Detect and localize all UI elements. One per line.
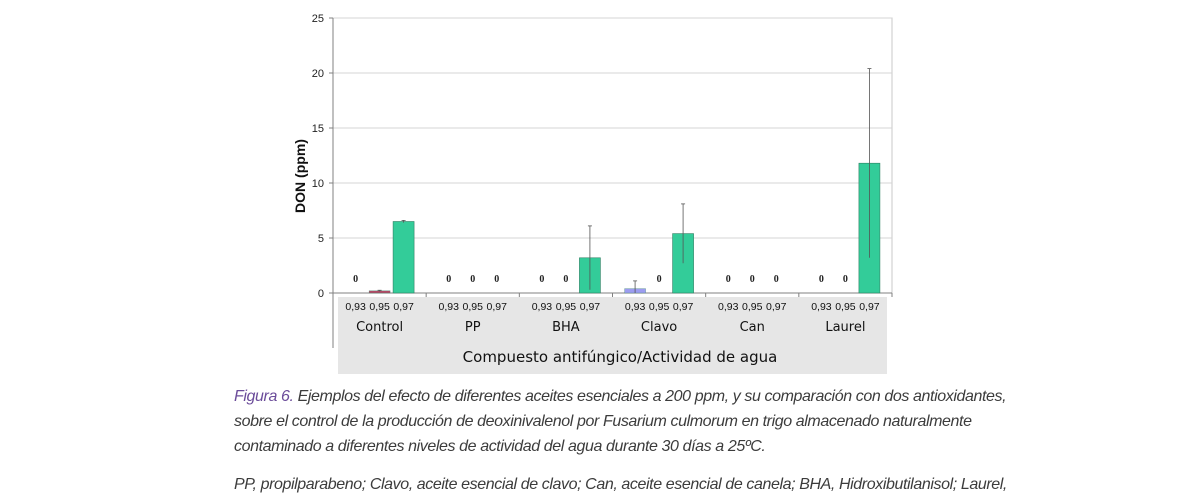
zero-label: 0 <box>843 274 848 285</box>
water-activity-label: 0,95 <box>649 301 670 313</box>
water-activity-label: 0,97 <box>673 301 694 313</box>
water-activity-label: 0,95 <box>742 301 763 313</box>
zero-label: 0 <box>563 274 568 285</box>
water-activity-label: 0,93 <box>625 301 646 313</box>
zero-label: 0 <box>657 274 662 285</box>
zero-label: 0 <box>774 274 779 285</box>
y-tick-label: 15 <box>312 123 324 135</box>
x-axis-label: Compuesto antifúngico/Actividad de agua <box>463 348 778 366</box>
y-tick-label: 20 <box>312 68 324 80</box>
bar <box>392 221 415 294</box>
zero-label: 0 <box>494 274 499 285</box>
water-activity-label: 0,97 <box>487 301 508 313</box>
figure-caption: Figura 6. Ejemplos del efecto de diferen… <box>234 384 1134 459</box>
water-activity-label: 0,97 <box>859 301 880 313</box>
water-activity-label: 0,95 <box>835 301 856 313</box>
zero-label: 0 <box>446 274 451 285</box>
zero-label: 0 <box>819 274 824 285</box>
group-label: Control <box>356 320 403 335</box>
y-tick-label: 5 <box>318 233 324 245</box>
group-label: Can <box>740 320 765 335</box>
zero-label: 0 <box>539 274 544 285</box>
figure-caption-line-3: contaminado a diferentes niveles de acti… <box>234 438 766 455</box>
zero-label: 0 <box>750 274 755 285</box>
y-tick-label: 25 <box>312 13 324 25</box>
group-label: Clavo <box>641 320 677 335</box>
figure-label: Figura 6. <box>234 388 294 405</box>
group-label: Laurel <box>825 320 865 335</box>
water-activity-label: 0,95 <box>463 301 484 313</box>
abbreviations-note: PP, propilparabeno; Clavo, aceite esenci… <box>234 476 1007 493</box>
group-label: PP <box>465 320 481 335</box>
water-activity-label: 0,97 <box>393 301 414 313</box>
y-tick-label: 0 <box>318 288 324 300</box>
zero-label: 0 <box>470 274 475 285</box>
figure-caption-line-1: Ejemplos del efecto de diferentes aceite… <box>293 388 1007 405</box>
water-activity-label: 0,93 <box>532 301 553 313</box>
figure-caption-line-2: sobre el control de la producción de deo… <box>234 413 972 430</box>
water-activity-label: 0,93 <box>718 301 739 313</box>
water-activity-label: 0,95 <box>556 301 577 313</box>
group-label: BHA <box>552 320 580 335</box>
y-axis-label: DON (ppm) <box>292 139 308 213</box>
water-activity-label: 0,93 <box>439 301 460 313</box>
water-activity-label: 0,93 <box>811 301 832 313</box>
y-tick-label: 10 <box>312 178 324 190</box>
water-activity-label: 0,93 <box>345 301 366 313</box>
water-activity-label: 0,95 <box>369 301 390 313</box>
plot-frame <box>332 17 893 294</box>
zero-label: 0 <box>353 274 358 285</box>
don-bar-chart: 0 5 10 15 20 25 DON (ppm) 0 0,93 0,95 0,97 Control 0… <box>292 13 893 374</box>
water-activity-label: 0,97 <box>580 301 601 313</box>
x-category-panel <box>338 297 887 374</box>
zero-label: 0 <box>726 274 731 285</box>
water-activity-label: 0,97 <box>766 301 787 313</box>
